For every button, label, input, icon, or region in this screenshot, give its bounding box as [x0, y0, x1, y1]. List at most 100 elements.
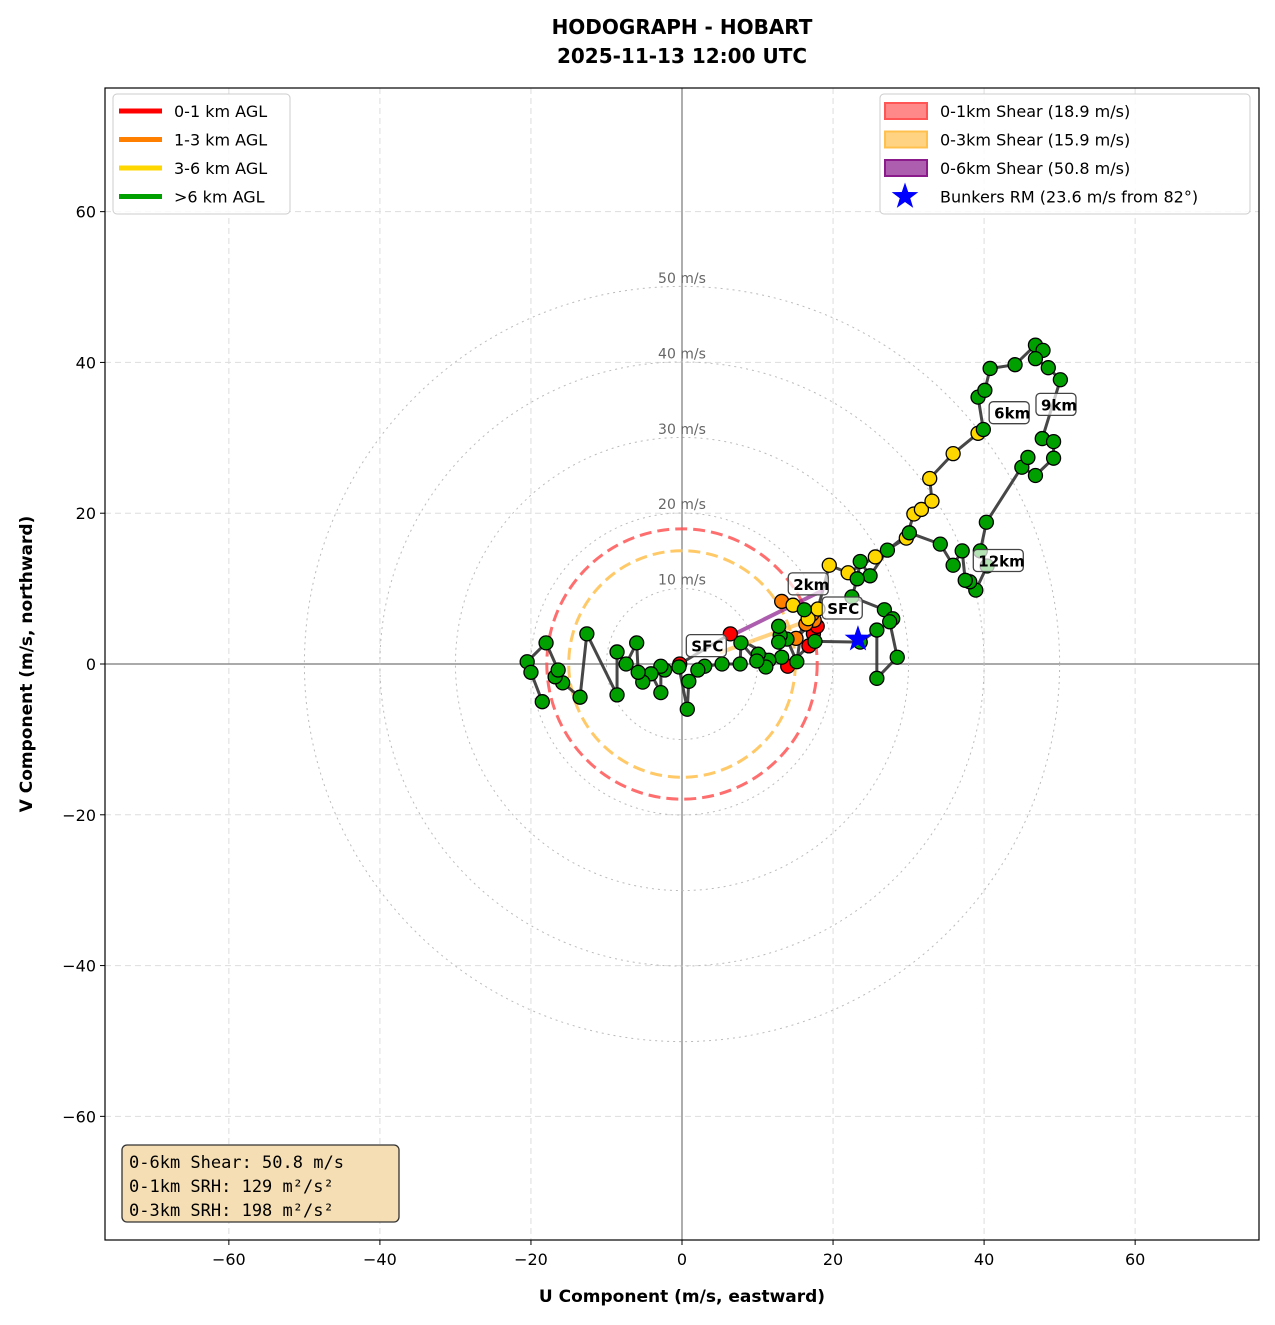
y-tick-label: −20: [62, 806, 96, 825]
wind-point: [922, 470, 938, 487]
legend-swatch: [884, 102, 928, 120]
wind-point: [1045, 433, 1062, 450]
height-label-box: [972, 548, 1024, 573]
wind-point: [534, 694, 550, 710]
wind-point: [982, 360, 998, 377]
legend-label: Bunkers RM (23.6 m/s from 82°): [940, 188, 1198, 207]
wind-point: [869, 670, 885, 686]
height-label: 2km: [793, 576, 829, 594]
legend-label: >6 km AGL: [174, 188, 265, 207]
shear-ring: [545, 527, 819, 801]
legend-swatch: [884, 130, 928, 149]
wind-point: [733, 635, 749, 651]
wind-point: [1052, 372, 1069, 388]
shear-vector-0-3km: [719, 620, 804, 655]
wind-point: [789, 654, 805, 670]
wind-point: [653, 684, 669, 701]
wind-point: [681, 673, 697, 689]
height-label-box: [821, 596, 863, 620]
wind-point: [975, 421, 991, 438]
wind-point: [932, 536, 948, 552]
wind-point: [867, 549, 883, 565]
wind-point: [889, 649, 905, 665]
wind-point: [913, 501, 930, 518]
wind-point: [1020, 449, 1036, 466]
legend-swatch: [884, 159, 928, 177]
wind-point: [732, 656, 748, 672]
y-axis-label: V Component (m/s, northward): [17, 516, 37, 813]
legend-left: [112, 93, 291, 215]
wind-point: [901, 525, 917, 541]
wind-point: [774, 649, 790, 665]
y-tick-label: 40: [76, 353, 96, 372]
wind-point: [572, 689, 588, 705]
chart-subtitle: 2025-11-13 12:00 UTC: [557, 44, 807, 68]
legend-label: 3-6 km AGL: [174, 159, 267, 178]
wind-point: [796, 602, 812, 618]
wind-point: [538, 635, 554, 651]
wind-point: [609, 644, 625, 660]
height-label-box: [1035, 392, 1077, 417]
wind-point: [862, 568, 878, 584]
legend-label: 1-3 km AGL: [174, 131, 267, 150]
height-label-box: [988, 401, 1030, 425]
shear-vector-0-6km: [733, 588, 825, 636]
wind-point: [978, 514, 995, 530]
wind-point: [849, 571, 865, 587]
x-tick-label: 20: [823, 1250, 843, 1269]
stats-line: 0-3km SRH: 198 m²/s²: [129, 1201, 334, 1221]
wind-point: [609, 687, 625, 703]
wind-point: [954, 543, 970, 559]
speed-ring: [379, 361, 985, 967]
x-tick-label: −60: [212, 1250, 246, 1269]
wind-point: [945, 557, 961, 573]
speed-ring-label: 30 m/s: [658, 422, 706, 438]
wind-point: [1040, 360, 1056, 376]
wind-point: [1027, 351, 1044, 367]
wind-point: [618, 656, 634, 672]
y-tick-label: −40: [62, 957, 96, 976]
speed-ring: [454, 436, 910, 892]
wind-point: [977, 382, 993, 398]
wind-point: [821, 557, 837, 573]
wind-point: [749, 653, 765, 669]
wind-point: [523, 664, 539, 680]
wind-point: [945, 446, 961, 462]
height-label: 12km: [978, 552, 1024, 570]
wind-point: [771, 618, 787, 634]
x-axis-label: U Component (m/s, eastward): [539, 1287, 825, 1307]
y-tick-label: −60: [62, 1107, 96, 1126]
x-tick-label: 60: [1125, 1250, 1145, 1269]
y-tick-label: 60: [76, 203, 96, 222]
wind-point: [579, 626, 595, 642]
wind-point: [671, 659, 687, 675]
legend-label: 0-1 km AGL: [174, 102, 267, 121]
speed-ring-label: 10 m/s: [658, 573, 706, 589]
stats-line: 0-6km Shear: 50.8 m/s: [129, 1153, 344, 1173]
wind-point: [957, 572, 973, 588]
legend-label: 0-1km Shear (18.9 m/s): [940, 102, 1130, 121]
wind-point: [882, 614, 898, 630]
speed-ring-label: 20 m/s: [658, 497, 706, 513]
wind-point: [722, 626, 738, 642]
wind-point: [630, 664, 646, 680]
wind-point: [714, 656, 730, 672]
wind-point: [807, 633, 823, 650]
wind-point: [924, 493, 940, 509]
height-label: SFC: [827, 600, 859, 618]
height-label: 9km: [1041, 396, 1077, 414]
y-tick-label: 0: [86, 655, 96, 674]
wind-point: [629, 635, 645, 651]
y-tick-label: 20: [76, 504, 96, 523]
chart-title: HODOGRAPH - HOBART: [552, 15, 813, 39]
height-label: SFC: [691, 638, 723, 656]
wind-point: [771, 634, 787, 650]
x-tick-label: −20: [514, 1250, 548, 1269]
x-tick-label: 40: [974, 1250, 994, 1269]
speed-ring-label: 50 m/s: [658, 271, 706, 287]
speed-ring: [303, 285, 1061, 1043]
legend-right: [879, 93, 1251, 215]
bunkers-rm-star-icon: [844, 625, 872, 651]
height-label-box: [685, 634, 727, 658]
